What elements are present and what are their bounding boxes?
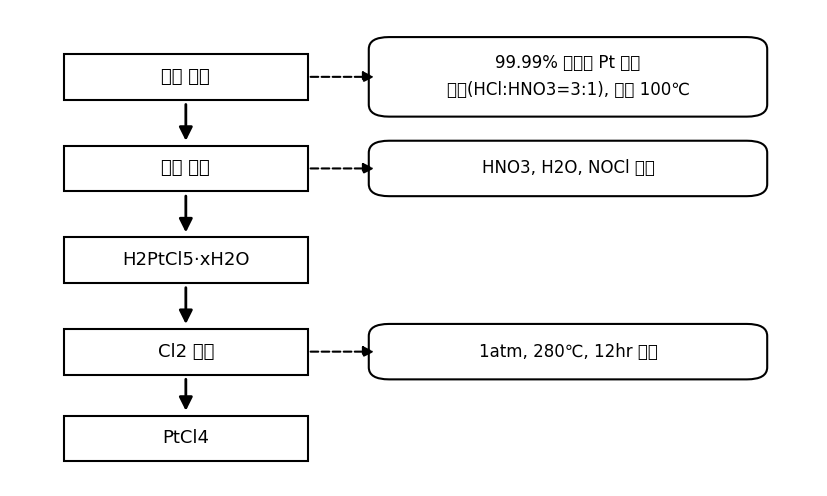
Text: HNO3, H2O, NOCl 제거: HNO3, H2O, NOCl 제거 xyxy=(481,159,654,178)
Text: Cl2 반응: Cl2 반응 xyxy=(158,343,214,361)
Text: 용액 농축: 용액 농축 xyxy=(161,159,210,178)
FancyBboxPatch shape xyxy=(64,329,308,374)
Text: PtCl4: PtCl4 xyxy=(162,430,209,447)
FancyBboxPatch shape xyxy=(64,237,308,283)
FancyBboxPatch shape xyxy=(369,324,767,379)
FancyBboxPatch shape xyxy=(64,416,308,461)
FancyBboxPatch shape xyxy=(369,37,767,117)
Text: 백금 용해: 백금 용해 xyxy=(161,68,210,86)
Text: 1atm, 280℃, 12hr 반응: 1atm, 280℃, 12hr 반응 xyxy=(479,343,657,361)
FancyBboxPatch shape xyxy=(64,54,308,100)
Text: 99.99% 이상의 Pt 용해: 99.99% 이상의 Pt 용해 xyxy=(495,55,641,72)
Text: H2PtCl5·xH2O: H2PtCl5·xH2O xyxy=(122,251,250,269)
Text: 왕수(HCl:HNO3=3:1), 온도 100℃: 왕수(HCl:HNO3=3:1), 온도 100℃ xyxy=(447,81,690,99)
FancyBboxPatch shape xyxy=(369,141,767,196)
FancyBboxPatch shape xyxy=(64,145,308,191)
